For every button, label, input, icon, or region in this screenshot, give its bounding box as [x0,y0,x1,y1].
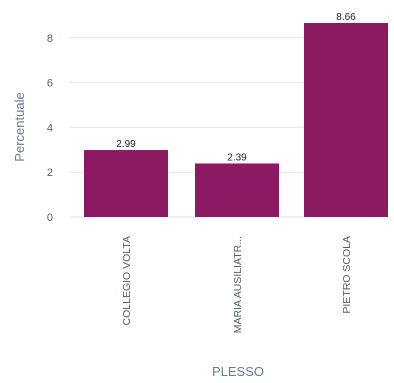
bar-1 [84,150,168,217]
bar-2 [195,163,279,217]
x-category-label-3: PIETRO SCOLA [341,236,353,314]
x-category-label-1: COLLEGIO VOLTA [121,236,133,325]
data-labels: 2.99 2.39 8.66 [116,12,356,163]
x-axis-categories: COLLEGIO VOLTA MARIA AUSILIATR... PIETRO S… [121,236,353,333]
bar-3 [304,23,388,217]
y-tick-label-4: 4 [47,122,53,134]
y-axis-ticks: 0 2 4 6 8 [47,33,53,224]
x-category-label-2: MARIA AUSILIATR... [232,236,244,333]
y-axis-title: Percentuale [12,92,27,161]
y-tick-label-2: 2 [47,167,53,179]
data-label-1: 2.99 [116,139,136,150]
x-axis-title: PLESSO [212,364,264,378]
y-tick-label-6: 6 [47,78,53,90]
y-tick-label-8: 8 [47,33,53,45]
data-label-3: 8.66 [336,12,356,23]
data-label-2: 2.39 [227,152,247,163]
y-tick-label-0: 0 [47,212,53,224]
bars [84,23,388,217]
